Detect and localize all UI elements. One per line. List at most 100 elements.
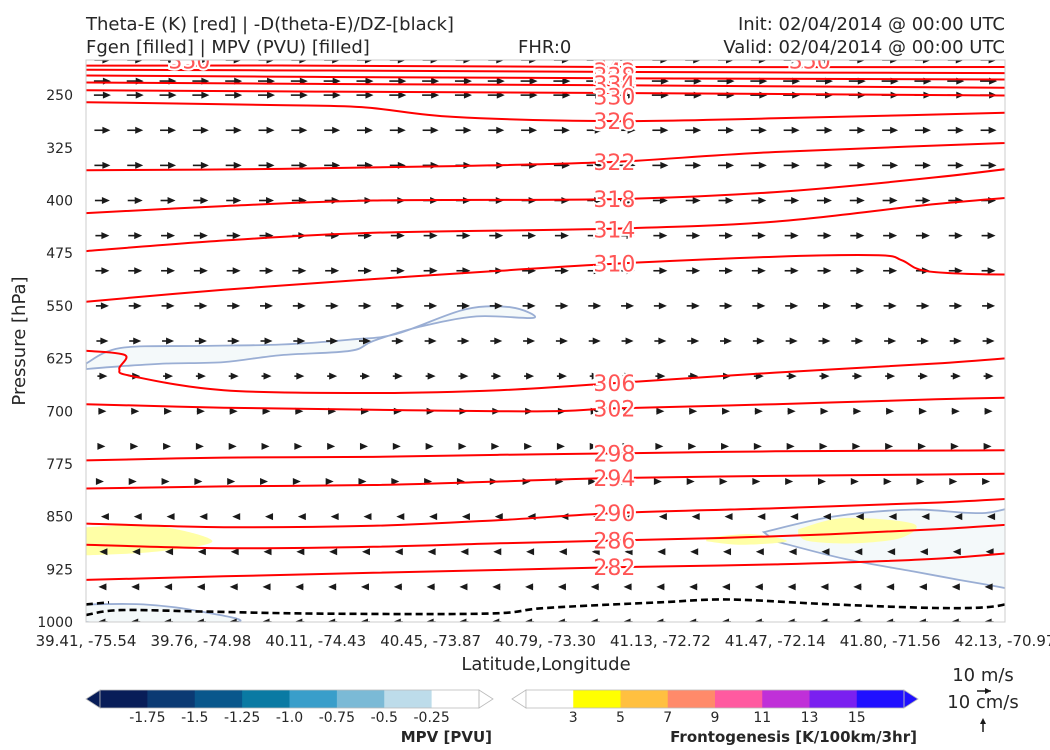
wind-vector-head: [460, 372, 469, 380]
wind-vector: [790, 513, 799, 521]
theta-e-contour-342: [86, 68, 1005, 75]
wind-vector: [392, 372, 403, 380]
wind-vector: [652, 161, 669, 169]
wind-vector: [228, 372, 239, 380]
wind-vector-head: [819, 618, 828, 622]
wind-vector: [291, 161, 308, 169]
wind-vector: [159, 91, 177, 99]
wind-vector-head: [496, 77, 505, 85]
wind-vector-head: [362, 337, 371, 345]
wind-vector-head: [853, 407, 862, 415]
wind-vector: [656, 583, 665, 591]
wind-vector: [193, 232, 208, 240]
wind-vector: [493, 548, 502, 556]
wind-vector-head: [589, 442, 598, 450]
wind-vector: [719, 267, 734, 275]
wind-vector: [817, 232, 832, 240]
wind-vector: [915, 232, 930, 240]
wind-vector-head: [232, 302, 241, 310]
wind-vector-head: [757, 302, 766, 310]
wind-vector: [619, 126, 636, 134]
wind-vector: [751, 232, 766, 240]
wind-vector-head: [392, 618, 401, 622]
wind-vector-head: [394, 548, 403, 556]
wind-vector: [686, 478, 695, 485]
theta-e-contour-330: [86, 89, 1005, 97]
chart-title-line2: Fgen [filled] | MPV (PVU) [filled]: [86, 37, 370, 58]
wind-vector-head: [950, 442, 959, 450]
wind-vector: [918, 583, 927, 591]
wind-vector-head: [359, 618, 368, 622]
wind-vector: [949, 302, 963, 310]
wind-vector-head: [791, 126, 800, 134]
wind-vector: [980, 161, 997, 169]
wind-vector: [126, 91, 144, 99]
wind-vector: [95, 302, 109, 310]
wind-vector: [882, 197, 898, 204]
theta-e-label: 338: [593, 64, 635, 89]
wind-vector-head: [756, 337, 765, 345]
theta-e-contour-286: [86, 523, 1005, 550]
wind-vector-head: [921, 513, 930, 521]
wind-vector: [260, 302, 274, 310]
wind-vector: [265, 513, 274, 521]
wind-vector-head: [918, 407, 927, 415]
wind-vector: [952, 548, 961, 556]
wind-vector-head: [627, 60, 636, 64]
x-tick-label: 42.13, -70.97: [955, 632, 1050, 650]
wind-vector: [192, 91, 210, 99]
wind-vector-head: [594, 126, 603, 134]
wind-vector-head: [426, 583, 435, 591]
vector-key-vertical-label: 10 cm/s: [947, 692, 1019, 713]
wind-vector-head: [294, 442, 303, 450]
wind-vector: [783, 60, 800, 64]
wind-vector-head: [855, 302, 864, 310]
wind-vector-head: [427, 372, 436, 380]
wind-vector: [192, 126, 209, 134]
wind-vector-head: [459, 583, 468, 591]
wind-vector-head: [888, 302, 897, 310]
y-tick-label: 250: [46, 88, 73, 104]
wind-vector-head: [658, 513, 667, 521]
wind-vector: [915, 197, 931, 204]
wind-vector: [722, 583, 731, 591]
wind-vector-head: [195, 618, 204, 622]
wind-vector-head: [824, 60, 833, 64]
wind-vector: [325, 267, 340, 275]
wind-vector-head: [955, 161, 964, 169]
wind-vector: [491, 442, 500, 450]
wind-vector: [454, 91, 472, 99]
wind-vector: [225, 161, 242, 169]
wind-vector: [821, 548, 830, 556]
wind-vector: [784, 267, 799, 275]
forecast-hour: FHR:0: [518, 37, 572, 58]
wind-vector: [886, 583, 895, 591]
wind-vector-head: [332, 91, 341, 99]
wind-vector: [262, 583, 271, 591]
wind-vector: [916, 337, 929, 345]
wind-vector: [260, 478, 269, 485]
wind-vector-head: [266, 126, 275, 134]
wind-vector-head: [431, 91, 440, 99]
wind-vector-head: [429, 232, 438, 240]
wind-vector: [655, 618, 666, 622]
wind-vector: [165, 548, 174, 556]
wind-vector-head: [102, 161, 111, 169]
wind-vector: [886, 407, 895, 415]
wind-vector-head: [199, 267, 208, 275]
wind-vector: [363, 513, 372, 521]
fgen-colorbar-tick: 7: [663, 710, 672, 726]
wind-vector: [520, 77, 538, 85]
wind-vector: [718, 60, 735, 64]
wind-vector-head: [854, 372, 863, 380]
wind-vector: [226, 197, 242, 204]
wind-vector: [390, 232, 405, 240]
wind-vector-head: [396, 267, 405, 275]
wind-vector-head: [856, 232, 865, 240]
wind-vector-head: [758, 60, 767, 64]
wind-vector: [984, 583, 993, 591]
wind-vector: [422, 77, 440, 85]
wind-vector: [951, 407, 960, 415]
wind-vector: [130, 618, 141, 622]
wind-vector-head: [560, 302, 569, 310]
